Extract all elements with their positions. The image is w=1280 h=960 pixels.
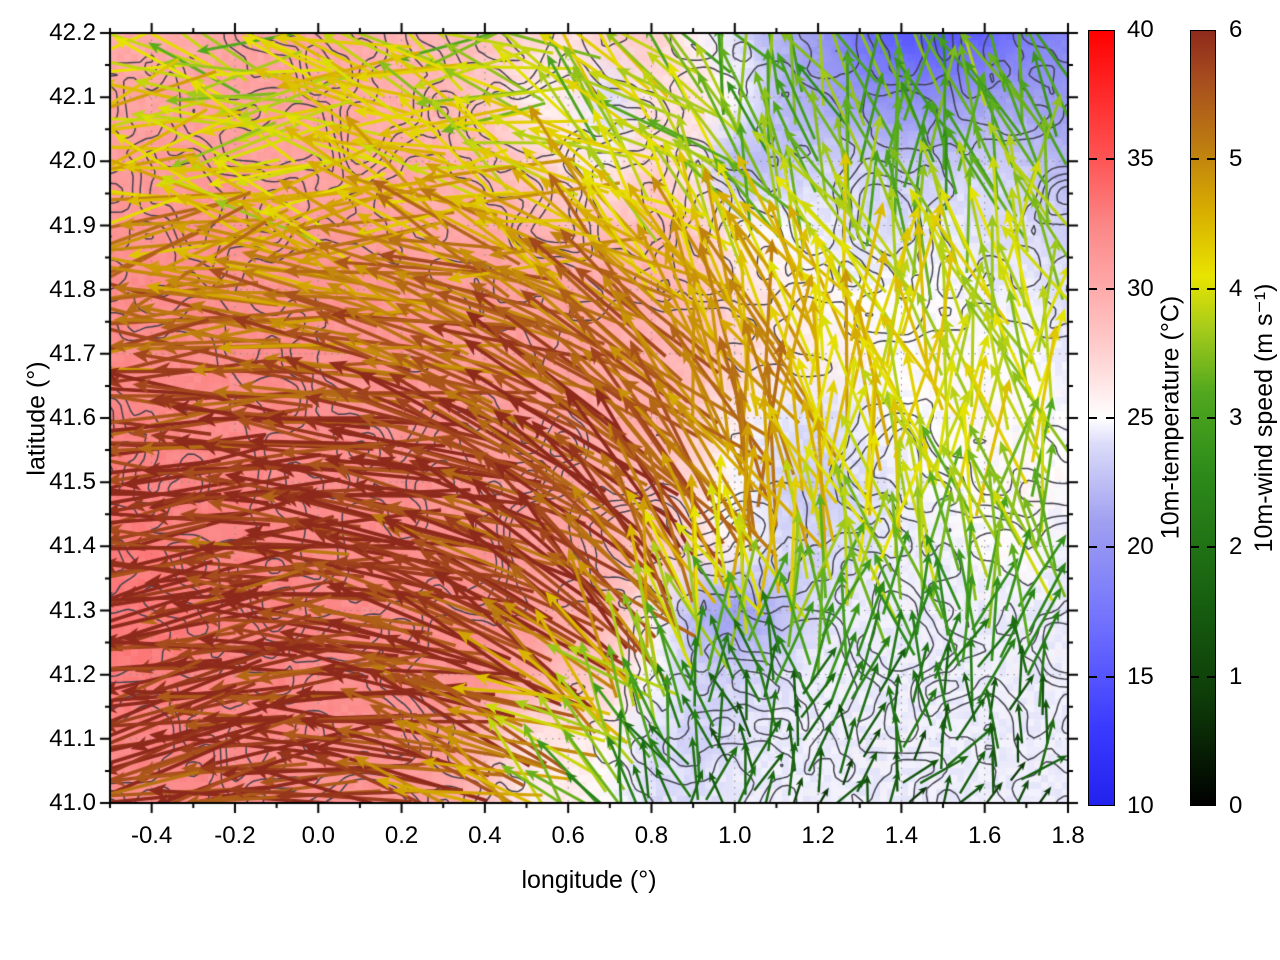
temperature-colorbar-tick-label: 20	[1127, 533, 1154, 561]
temperature-colorbar-tick-label: 35	[1127, 145, 1154, 173]
wind-colorbar-tick-mark	[1190, 287, 1216, 290]
y-tick-label: 41.7	[49, 339, 96, 367]
temperature-colorbar-tick-mark	[1088, 158, 1115, 161]
y-axis-title: latitude (°)	[22, 361, 51, 476]
y-tick-label: 41.5	[49, 468, 96, 496]
x-tick-label: -0.4	[130, 822, 173, 849]
temperature-colorbar-tick-label: 30	[1127, 274, 1154, 302]
wind-colorbar-tick-label: 2	[1229, 533, 1243, 561]
y-tick-label: 41.2	[49, 660, 96, 688]
temperature-colorbar-title: 10m-temperature (°C)	[1156, 295, 1185, 540]
wind-colorbar-tick-mark	[1190, 158, 1216, 161]
temperature-colorbar-tick-mark	[1088, 287, 1115, 290]
x-tick-label: 0.0	[301, 822, 335, 849]
x-tick-label: 1.4	[884, 822, 919, 849]
y-tick-label: 41.3	[49, 596, 96, 624]
wind-colorbar-title: 10m-wind speed (m s⁻¹)	[1250, 283, 1278, 553]
y-tick-label: 41.4	[49, 532, 96, 560]
wind-colorbar-tick-label: 1	[1229, 662, 1243, 690]
x-tick-label: 1.0	[718, 822, 752, 849]
x-tick-label: 1.8	[1051, 822, 1085, 849]
y-tick-label: 41.6	[49, 404, 96, 431]
wind-colorbar-tick-mark	[1190, 417, 1216, 419]
temperature-colorbar-tick-mark	[1088, 675, 1115, 678]
wind-colorbar-tick-label: 4	[1229, 274, 1243, 302]
wind-colorbar-tick-label: 6	[1229, 16, 1243, 43]
wind-colorbar-tick-label: 0	[1229, 792, 1243, 819]
x-tick-label: 0.6	[551, 822, 585, 849]
wind-colorbar-tick-label: 3	[1229, 404, 1243, 431]
temperature-colorbar-tick-mark	[1088, 546, 1115, 549]
x-tick-label: -0.2	[214, 822, 256, 849]
wind-colorbar-tick-label: 5	[1229, 145, 1243, 173]
x-axis-title: longitude (°)	[521, 866, 657, 894]
temperature-colorbar-tick-label: 10	[1127, 792, 1154, 819]
x-tick-label: 1.6	[968, 822, 1002, 849]
wind-colorbar-tick-mark	[1190, 546, 1216, 549]
y-tick-label: 42.0	[49, 147, 96, 175]
temperature-colorbar-tick-label: 40	[1127, 16, 1154, 43]
temperature-colorbar-tick-label: 25	[1127, 404, 1154, 431]
wind-colorbar-tick-mark	[1190, 675, 1216, 678]
x-tick-label: 1.2	[801, 822, 835, 849]
x-tick-label: 0.2	[384, 822, 419, 849]
temperature-colorbar-tick-label: 15	[1127, 662, 1154, 690]
y-tick-label: 42.1	[49, 83, 96, 111]
y-tick-label: 41.0	[49, 789, 96, 816]
y-tick-label: 41.8	[49, 275, 96, 303]
y-tick-label: 42.2	[49, 19, 96, 46]
temperature-colorbar-tick-mark	[1088, 417, 1115, 419]
x-tick-label: 0.8	[634, 822, 669, 849]
y-tick-label: 41.1	[49, 724, 96, 752]
y-tick-label: 41.9	[49, 211, 96, 239]
x-tick-label: 0.4	[468, 822, 502, 849]
